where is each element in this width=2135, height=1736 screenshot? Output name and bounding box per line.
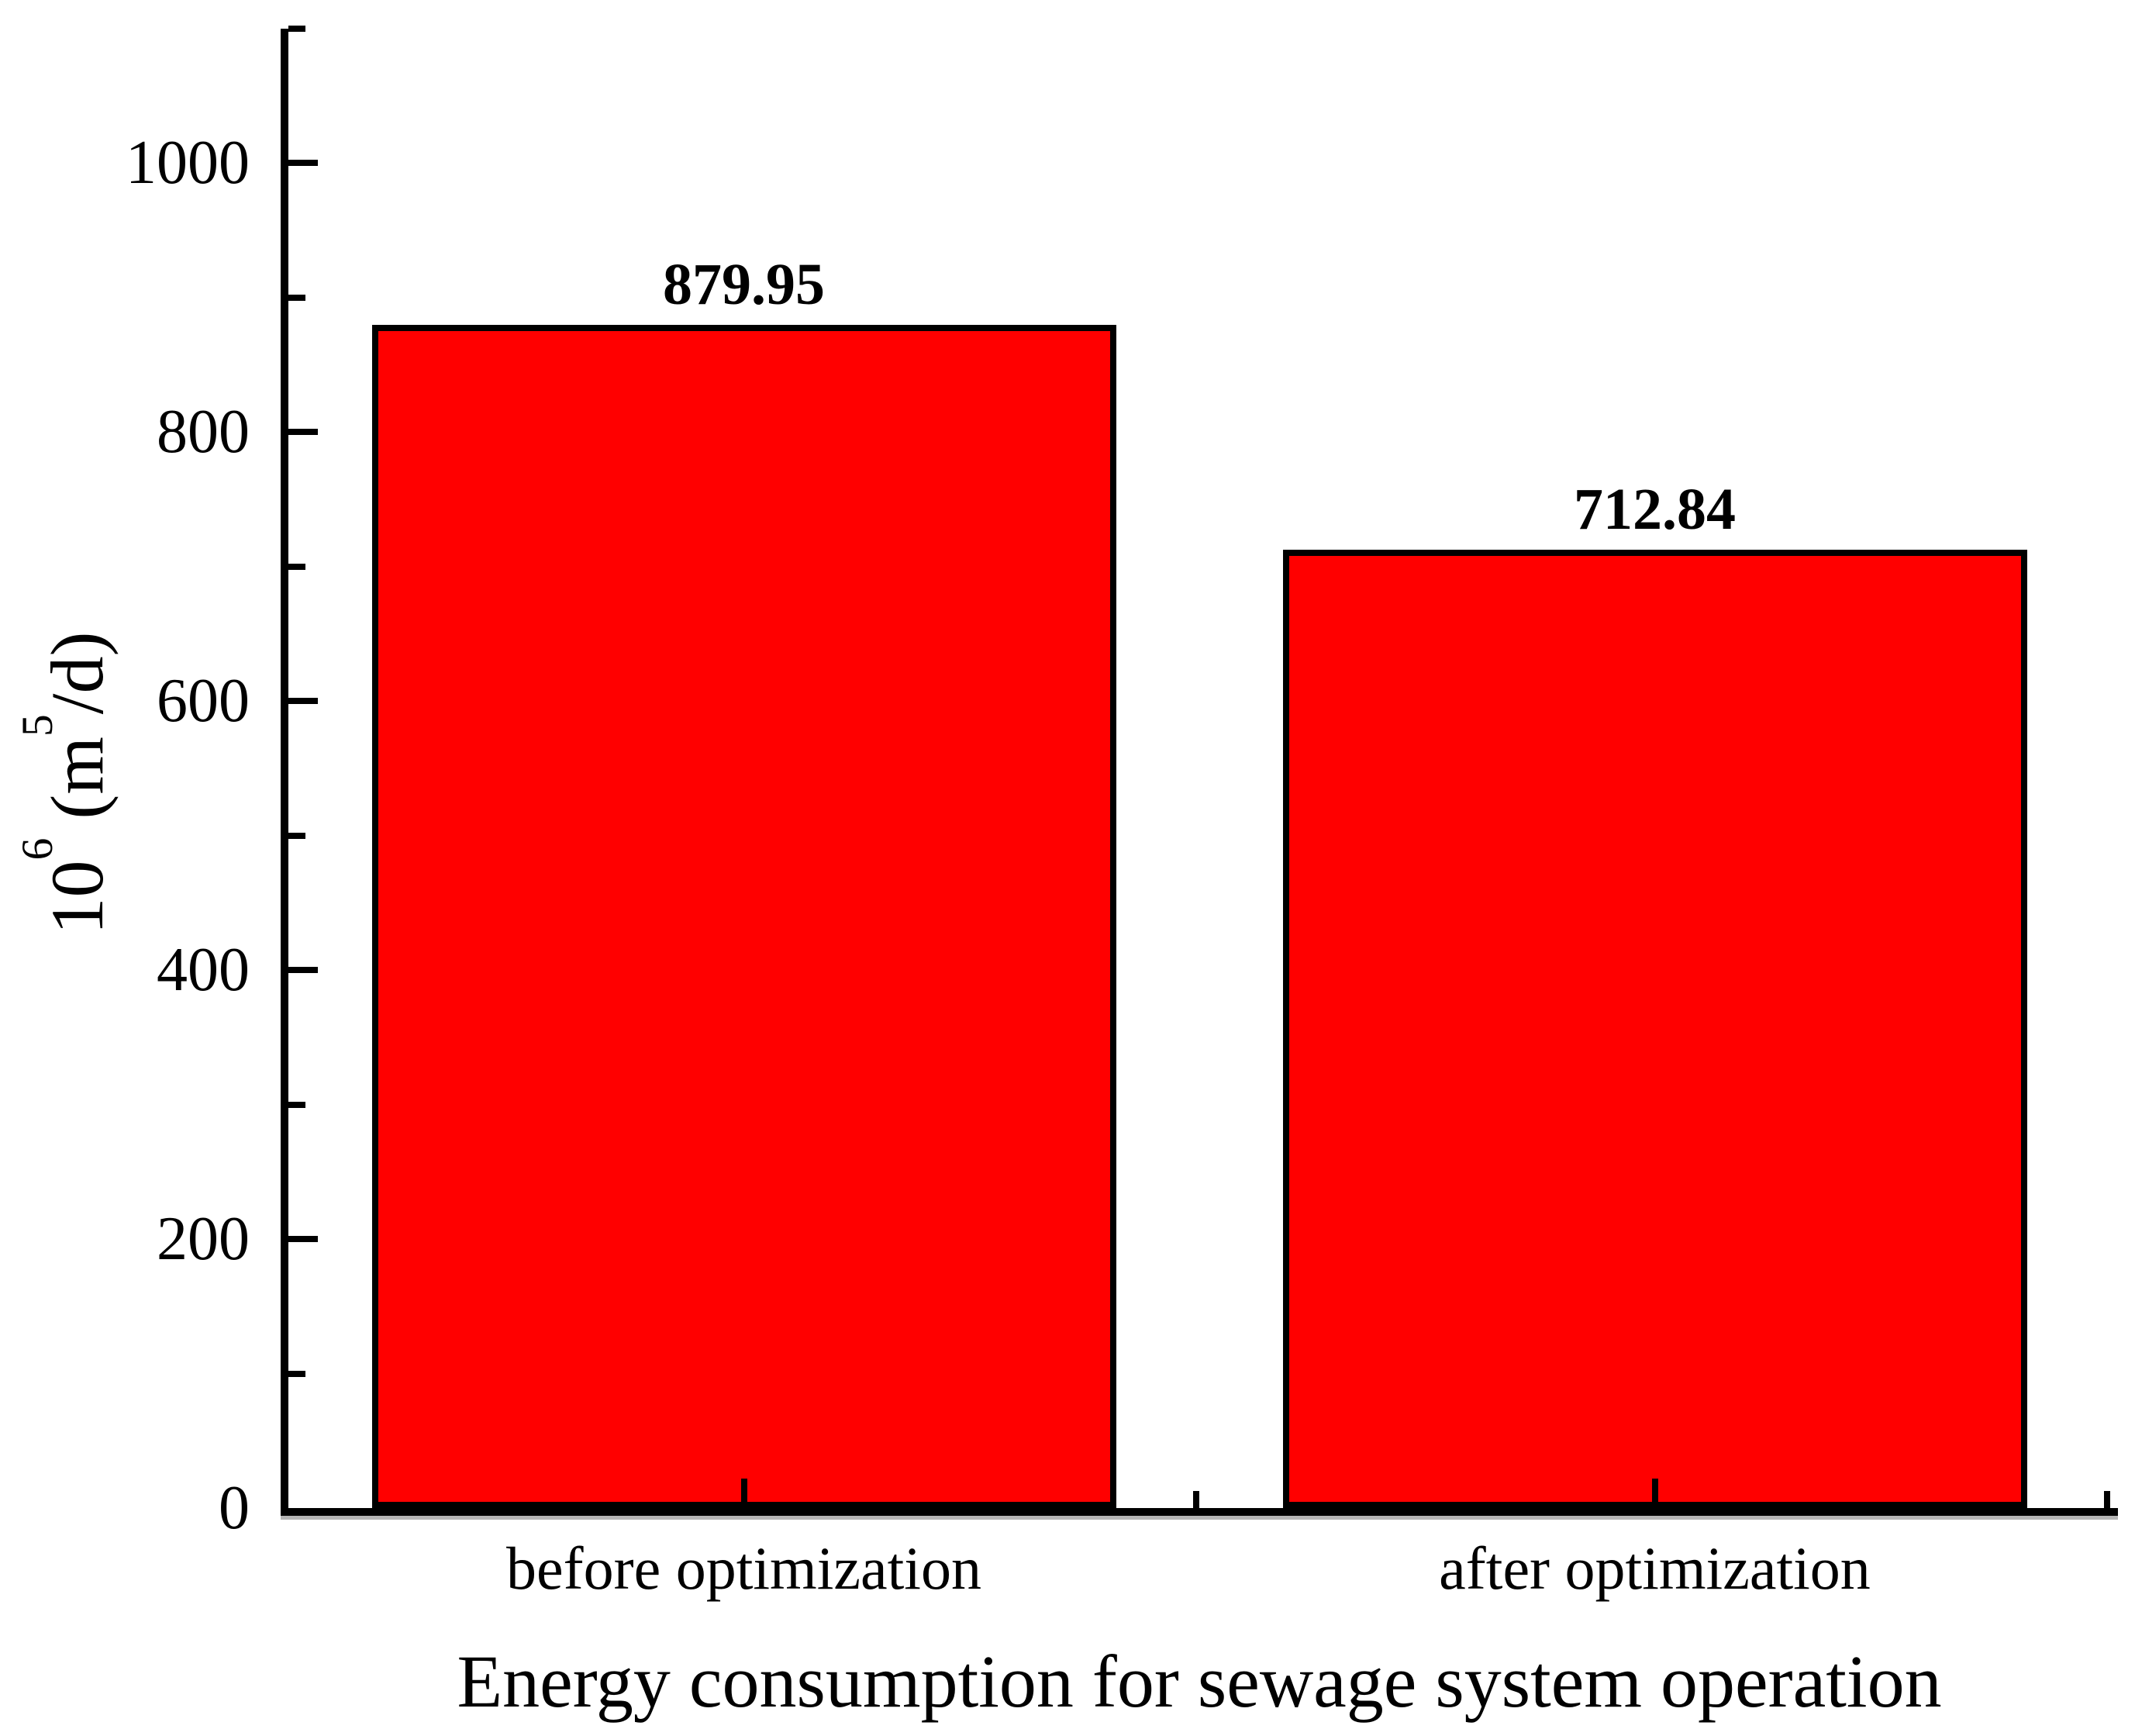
- x-major-tick: [740, 1479, 747, 1508]
- x-category-label: after optimization: [1439, 1534, 1871, 1602]
- y-major-tick: [288, 429, 318, 436]
- y-tick-label: 1000: [126, 129, 250, 198]
- y-minor-tick: [288, 832, 305, 839]
- y-axis-title-base: 10: [36, 860, 119, 935]
- bar-value-label: 879.95: [663, 251, 825, 317]
- x-major-tick: [1651, 1479, 1658, 1508]
- x-boundary-tick: [2104, 1491, 2110, 1508]
- y-tick-label: 200: [157, 1205, 250, 1274]
- x-boundary-tick: [1193, 1491, 1199, 1508]
- bar: [1282, 549, 2027, 1508]
- y-minor-tick: [288, 26, 305, 32]
- y-minor-tick: [288, 294, 305, 301]
- y-axis-title-unit-open: (m: [36, 737, 119, 838]
- y-major-tick: [288, 698, 318, 705]
- y-axis-spine: [281, 29, 288, 1516]
- y-minor-tick: [288, 1101, 305, 1108]
- y-tick-label: 400: [157, 936, 250, 1005]
- y-minor-tick: [288, 563, 305, 570]
- y-major-tick: [288, 1236, 318, 1243]
- bar: [371, 324, 1116, 1508]
- y-major-tick: [288, 967, 318, 974]
- bar-value-label: 712.84: [1574, 476, 1736, 542]
- x-axis-shadow: [281, 1516, 2118, 1520]
- y-major-tick: [288, 160, 318, 167]
- y-tick-label: 0: [219, 1474, 250, 1542]
- y-axis-title-exponent: 6: [13, 837, 63, 861]
- y-tick-label: 800: [157, 398, 250, 467]
- x-axis-spine: [281, 1508, 2118, 1516]
- y-tick-label: 600: [157, 667, 250, 736]
- x-axis-title: Energy consumption for sewage system ope…: [457, 1640, 1942, 1723]
- y-minor-tick: [288, 1370, 305, 1377]
- x-category-label: before optimization: [506, 1534, 981, 1602]
